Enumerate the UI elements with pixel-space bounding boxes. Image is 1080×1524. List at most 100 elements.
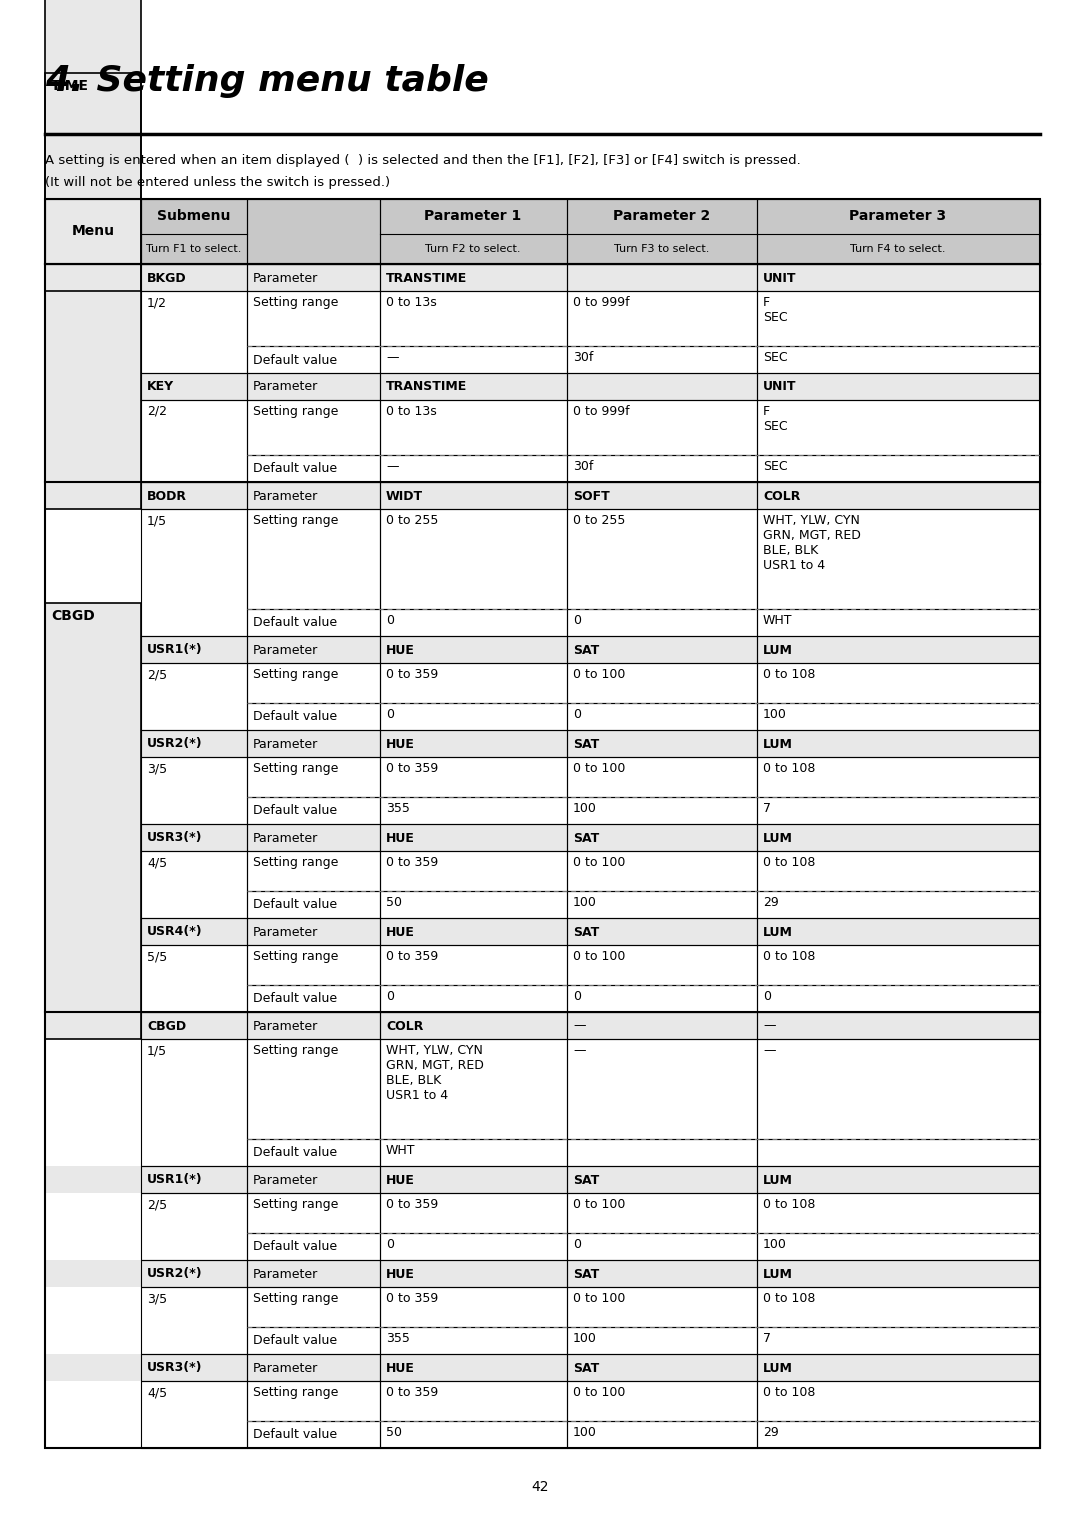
Bar: [141, 509, 247, 636]
Bar: [45, 1166, 141, 1193]
Bar: [45, 945, 141, 985]
Bar: [45, 200, 141, 264]
Text: 0: 0: [386, 991, 394, 1003]
Bar: [567, 200, 757, 264]
Bar: [567, 850, 757, 892]
Text: Setting range: Setting range: [253, 856, 338, 869]
Bar: [567, 1193, 757, 1233]
Bar: [380, 482, 567, 509]
Text: HUE: HUE: [386, 643, 415, 657]
Bar: [247, 1193, 380, 1233]
Text: LUM: LUM: [762, 1173, 793, 1187]
Bar: [757, 663, 1040, 703]
Bar: [567, 509, 757, 610]
Text: —: —: [386, 351, 399, 364]
Text: F
SEC: F SEC: [762, 296, 787, 325]
Bar: [141, 850, 247, 892]
Bar: [380, 703, 567, 730]
Bar: [757, 1193, 1040, 1233]
Text: Setting range: Setting range: [253, 1198, 338, 1212]
Bar: [757, 456, 1040, 482]
Text: Default value: Default value: [253, 899, 337, 911]
Text: SAT: SAT: [573, 832, 599, 844]
Bar: [141, 1381, 247, 1448]
Bar: [567, 291, 757, 346]
Text: 0 to 100: 0 to 100: [573, 1292, 625, 1305]
Text: Default value: Default value: [253, 1428, 337, 1442]
Bar: [141, 757, 247, 824]
Text: 355: 355: [386, 802, 410, 815]
Bar: [380, 1260, 567, 1286]
Bar: [45, 1327, 141, 1353]
Bar: [141, 1012, 247, 1039]
Bar: [757, 1138, 1040, 1166]
Text: 0 to 100: 0 to 100: [573, 1198, 625, 1212]
Text: —: —: [762, 1020, 775, 1032]
Bar: [567, 456, 757, 482]
Bar: [141, 1260, 247, 1286]
Bar: [247, 945, 380, 985]
Text: LUM: LUM: [762, 1361, 793, 1375]
Bar: [380, 1381, 567, 1420]
Bar: [567, 399, 757, 456]
Bar: [45, 1286, 141, 1327]
Text: 50: 50: [386, 896, 402, 908]
Bar: [567, 482, 757, 509]
Text: USR2(*): USR2(*): [147, 738, 203, 750]
Bar: [567, 1260, 757, 1286]
Text: LUM: LUM: [762, 832, 793, 844]
Bar: [567, 264, 757, 291]
Bar: [247, 892, 380, 917]
Text: 100: 100: [573, 896, 597, 908]
Bar: [247, 703, 380, 730]
Bar: [45, 1353, 141, 1381]
Text: 0 to 359: 0 to 359: [386, 1198, 438, 1212]
Bar: [757, 850, 1040, 892]
Text: KEY: KEY: [147, 381, 174, 393]
Bar: [247, 1039, 380, 1138]
Bar: [380, 1381, 567, 1420]
Bar: [141, 1327, 247, 1353]
Bar: [141, 945, 247, 1012]
Bar: [567, 1012, 757, 1039]
Bar: [247, 797, 380, 824]
Bar: [45, 73, 141, 291]
Text: 0 to 359: 0 to 359: [386, 1292, 438, 1305]
Bar: [141, 945, 247, 1012]
Text: TIME: TIME: [51, 79, 89, 93]
Text: 0: 0: [386, 1237, 394, 1251]
Bar: [380, 399, 567, 456]
Text: USR3(*): USR3(*): [147, 1361, 203, 1375]
Bar: [247, 663, 380, 703]
Bar: [567, 945, 757, 985]
Text: USR1(*): USR1(*): [147, 1173, 203, 1187]
Text: Parameter: Parameter: [253, 271, 319, 285]
Text: 0 to 359: 0 to 359: [386, 668, 438, 681]
Bar: [380, 663, 567, 703]
Bar: [45, 703, 141, 730]
Bar: [247, 945, 380, 985]
Bar: [757, 1327, 1040, 1353]
Bar: [757, 482, 1040, 509]
Text: Setting range: Setting range: [253, 514, 338, 527]
Bar: [247, 1193, 380, 1233]
Text: WHT: WHT: [762, 614, 793, 626]
Text: SAT: SAT: [573, 925, 599, 939]
Bar: [567, 757, 757, 797]
Bar: [45, 373, 141, 399]
Bar: [380, 1012, 567, 1039]
Bar: [247, 1138, 380, 1166]
Text: (It will not be entered unless the switch is pressed.): (It will not be entered unless the switc…: [45, 175, 390, 189]
Text: A setting is entered when an item displayed (  ) is selected and then the [F1], : A setting is entered when an item displa…: [45, 154, 800, 168]
Text: Parameter: Parameter: [253, 1268, 319, 1280]
Bar: [141, 1286, 247, 1353]
Bar: [757, 264, 1040, 291]
Bar: [45, 264, 141, 291]
Bar: [757, 917, 1040, 945]
Bar: [45, 824, 141, 850]
Bar: [141, 730, 247, 757]
Text: 0 to 108: 0 to 108: [762, 1292, 815, 1305]
Bar: [380, 1138, 567, 1166]
Bar: [141, 509, 247, 610]
Text: Turn F4 to select.: Turn F4 to select.: [850, 244, 946, 255]
